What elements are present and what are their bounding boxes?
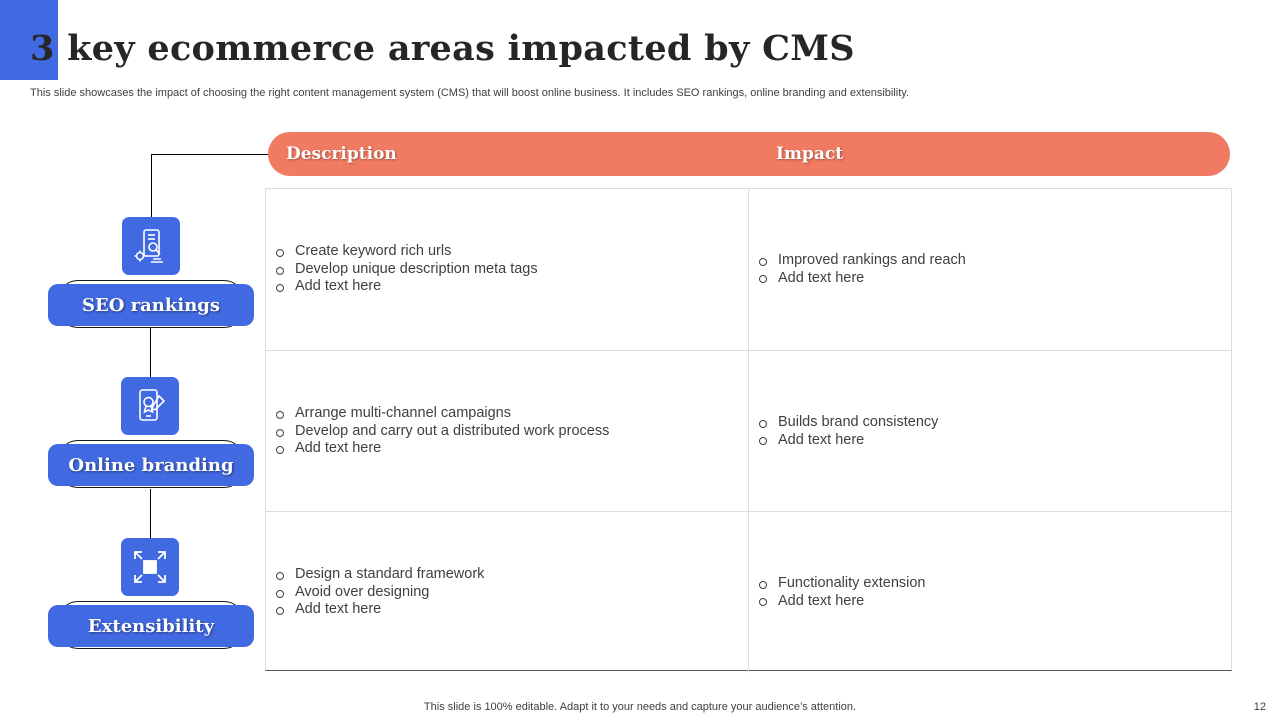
- impact-cell: Functionality extension Add text here: [749, 512, 1231, 673]
- item-text: Functionality extension: [778, 575, 926, 591]
- item-text: Builds brand consistency: [778, 414, 939, 430]
- area-online-branding: Online branding: [48, 440, 254, 492]
- title-accent-bar: [0, 0, 58, 80]
- seo-mobile-icon: [122, 217, 180, 275]
- connector-line: [150, 489, 151, 539]
- item-text: Add text here: [295, 440, 382, 457]
- bullet-icon: [276, 572, 284, 580]
- list-item: Add text here: [759, 593, 1231, 611]
- area-label: SEO rankings: [48, 284, 254, 326]
- item-text: Avoid over designing: [295, 583, 430, 600]
- list-item: Create keyword rich urls: [276, 243, 748, 261]
- impact-table: Create keyword rich urls Develop unique …: [265, 188, 1232, 673]
- table-row: Arrange multi-channel campaigns Develop …: [266, 350, 1231, 512]
- list-item: Add text here: [759, 432, 1231, 450]
- bullet-icon: [276, 428, 284, 437]
- impact-cell: Improved rankings and reach Add text her…: [749, 189, 1231, 350]
- slide-subtitle: This slide showcases the impact of choos…: [30, 87, 910, 99]
- list-item: Functionality extension: [759, 575, 1231, 593]
- list-item: Add text here: [759, 270, 1231, 288]
- list-item: Improved rankings and reach: [759, 252, 1231, 270]
- item-text: Design a standard framework: [295, 566, 485, 583]
- description-cell: Create keyword rich urls Develop unique …: [266, 189, 749, 350]
- impact-cell: Builds brand consistency Add text here: [749, 351, 1231, 512]
- item-text: Arrange multi-channel campaigns: [295, 405, 511, 422]
- bullet-icon: [276, 266, 284, 275]
- bullet-icon: [276, 284, 284, 292]
- expand-arrows-icon: [121, 538, 179, 596]
- item-text: Create keyword rich urls: [295, 243, 452, 260]
- item-text: Improved rankings and reach: [778, 252, 966, 268]
- area-seo-rankings: SEO rankings: [48, 280, 254, 332]
- bullet-icon: [276, 589, 284, 598]
- connector-line: [151, 154, 269, 155]
- description-cell: Design a standard framework Avoid over d…: [266, 512, 749, 673]
- table-row: Design a standard framework Avoid over d…: [266, 511, 1231, 673]
- list-item: Develop unique description meta tags: [276, 261, 748, 279]
- bullet-icon: [276, 249, 284, 257]
- list-item: Add text here: [276, 278, 748, 296]
- slide-title: 3 key ecommerce areas impacted by CMS: [30, 28, 855, 69]
- description-cell: Arrange multi-channel campaigns Develop …: [266, 351, 749, 512]
- item-text: Add text here: [778, 431, 865, 448]
- bullet-icon: [759, 598, 767, 607]
- item-text: Add text here: [778, 592, 865, 609]
- table-header: Description Impact: [268, 132, 1230, 176]
- bullet-icon: [276, 446, 284, 454]
- bullet-icon: [759, 419, 767, 428]
- list-item: Develop and carry out a distributed work…: [276, 423, 748, 441]
- list-item: Builds brand consistency: [759, 414, 1231, 432]
- connector-line: [150, 328, 151, 378]
- item-text: Develop and carry out a distributed work…: [295, 422, 610, 439]
- branding-phone-icon: [121, 377, 179, 435]
- bullet-icon: [276, 607, 284, 615]
- connector-line: [151, 154, 152, 218]
- header-impact: Impact: [776, 144, 844, 164]
- bullet-icon: [276, 411, 284, 419]
- item-text: Develop unique description meta tags: [295, 260, 538, 277]
- area-label: Extensibility: [48, 605, 254, 647]
- table-row: Create keyword rich urls Develop unique …: [266, 189, 1231, 350]
- item-text: Add text here: [778, 269, 865, 286]
- list-item: Arrange multi-channel campaigns: [276, 405, 748, 423]
- item-text: Add text here: [295, 601, 382, 618]
- item-text: Add text here: [295, 278, 382, 295]
- area-extensibility: Extensibility: [48, 601, 254, 653]
- bullet-icon: [759, 257, 767, 266]
- list-item: Add text here: [276, 601, 748, 619]
- list-item: Design a standard framework: [276, 566, 748, 584]
- list-item: Avoid over designing: [276, 584, 748, 602]
- list-item: Add text here: [276, 440, 748, 458]
- header-description: Description: [286, 144, 397, 164]
- slide-footer: This slide is 100% editable. Adapt it to…: [423, 701, 857, 713]
- bullet-icon: [759, 275, 767, 284]
- page-number: 12: [1253, 701, 1266, 713]
- area-label: Online branding: [48, 444, 254, 486]
- bullet-icon: [759, 437, 767, 446]
- bullet-icon: [759, 580, 767, 589]
